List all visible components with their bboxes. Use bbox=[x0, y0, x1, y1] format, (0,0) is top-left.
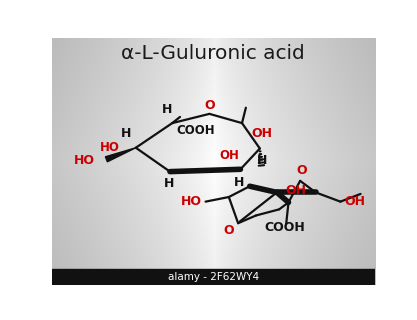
Text: COOH: COOH bbox=[264, 220, 305, 234]
Text: HO: HO bbox=[74, 154, 95, 166]
Text: O: O bbox=[204, 99, 215, 112]
Text: H: H bbox=[121, 127, 132, 140]
Text: OH: OH bbox=[344, 195, 366, 208]
Text: H: H bbox=[257, 154, 267, 167]
Text: α-L-Guluronic acid: α-L-Guluronic acid bbox=[121, 44, 305, 63]
Text: O: O bbox=[224, 224, 234, 237]
Text: COOH: COOH bbox=[176, 124, 215, 137]
Text: O: O bbox=[296, 164, 307, 177]
Text: HO: HO bbox=[100, 141, 120, 154]
Text: OH: OH bbox=[251, 127, 272, 140]
Polygon shape bbox=[106, 148, 136, 162]
Text: HO: HO bbox=[181, 195, 202, 208]
Text: OH: OH bbox=[219, 149, 239, 162]
Text: H: H bbox=[234, 176, 244, 189]
Bar bbox=[52, 269, 375, 285]
Text: alamy - 2F62WY4: alamy - 2F62WY4 bbox=[168, 272, 259, 282]
Text: OH: OH bbox=[285, 184, 306, 197]
Text: H: H bbox=[162, 103, 172, 116]
Text: H: H bbox=[164, 177, 174, 190]
